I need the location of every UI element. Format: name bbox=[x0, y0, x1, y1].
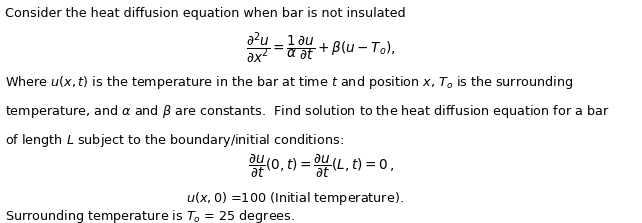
Text: Consider the heat diffusion equation when bar is not insulated: Consider the heat diffusion equation whe… bbox=[5, 7, 406, 20]
Text: Surrounding temperature is $T_o$ = 25 degrees.: Surrounding temperature is $T_o$ = 25 de… bbox=[5, 208, 295, 223]
Text: temperature, and $\alpha$ and $\beta$ are constants.  Find solution to the heat : temperature, and $\alpha$ and $\beta$ ar… bbox=[5, 103, 609, 120]
Text: $u(x,0)$ =100 (Initial temperature).: $u(x,0)$ =100 (Initial temperature). bbox=[186, 190, 404, 207]
Text: $\dfrac{\partial^2 u}{\partial x^2} = \dfrac{1}{\alpha}\dfrac{\partial u}{\parti: $\dfrac{\partial^2 u}{\partial x^2} = \d… bbox=[246, 31, 396, 66]
Text: of length $L$ subject to the boundary/initial conditions:: of length $L$ subject to the boundary/in… bbox=[5, 132, 344, 149]
Text: Where $u(x, t)$ is the temperature in the bar at time $t$ and position $x$, $T_o: Where $u(x, t)$ is the temperature in th… bbox=[5, 74, 573, 91]
Text: $\dfrac{\partial u}{\partial t}(0,t) = \dfrac{\partial u}{\partial t}(L,t) = 0\,: $\dfrac{\partial u}{\partial t}(0,t) = \… bbox=[248, 152, 394, 180]
